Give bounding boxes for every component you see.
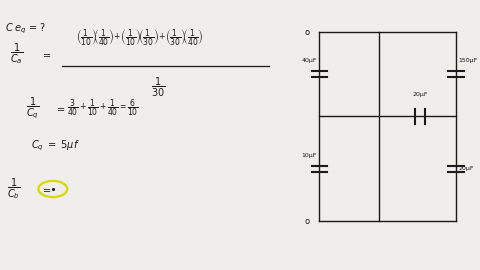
Text: $C\ e_q$ = ?: $C\ e_q$ = ?	[5, 22, 46, 36]
Text: $\dfrac{1}{C_a}$: $\dfrac{1}{C_a}$	[10, 42, 23, 66]
Text: $\dfrac{1}{30}$: $\dfrac{1}{30}$	[151, 76, 166, 99]
Text: o: o	[304, 217, 310, 226]
Text: $\dfrac{3}{40} + \dfrac{1}{10} + \dfrac{1}{40} = \dfrac{6}{10}$: $\dfrac{3}{40} + \dfrac{1}{10} + \dfrac{…	[67, 98, 139, 118]
Text: 40μF: 40μF	[301, 58, 317, 63]
Text: 10μF: 10μF	[301, 153, 317, 158]
Text: $=$: $=$	[41, 184, 52, 194]
Text: 20μF: 20μF	[458, 166, 474, 171]
Text: $=$: $=$	[41, 49, 52, 59]
Text: o: o	[304, 28, 310, 37]
Text: $=$: $=$	[55, 103, 66, 113]
Text: 20μF: 20μF	[412, 92, 428, 97]
Text: $\dfrac{1}{C_q}$: $\dfrac{1}{C_q}$	[26, 95, 40, 121]
Text: 150μF: 150μF	[458, 58, 478, 63]
Text: $\!\left(\dfrac{1}{10}\right)\!\!\left(\dfrac{1}{40}\right)\!+\!\left(\dfrac{1}{: $\!\left(\dfrac{1}{10}\right)\!\!\left(\…	[77, 28, 204, 48]
Text: $\dfrac{1}{C_b}$: $\dfrac{1}{C_b}$	[7, 177, 21, 201]
Text: $C_q\ =\ 5\mu f$: $C_q\ =\ 5\mu f$	[31, 139, 80, 153]
